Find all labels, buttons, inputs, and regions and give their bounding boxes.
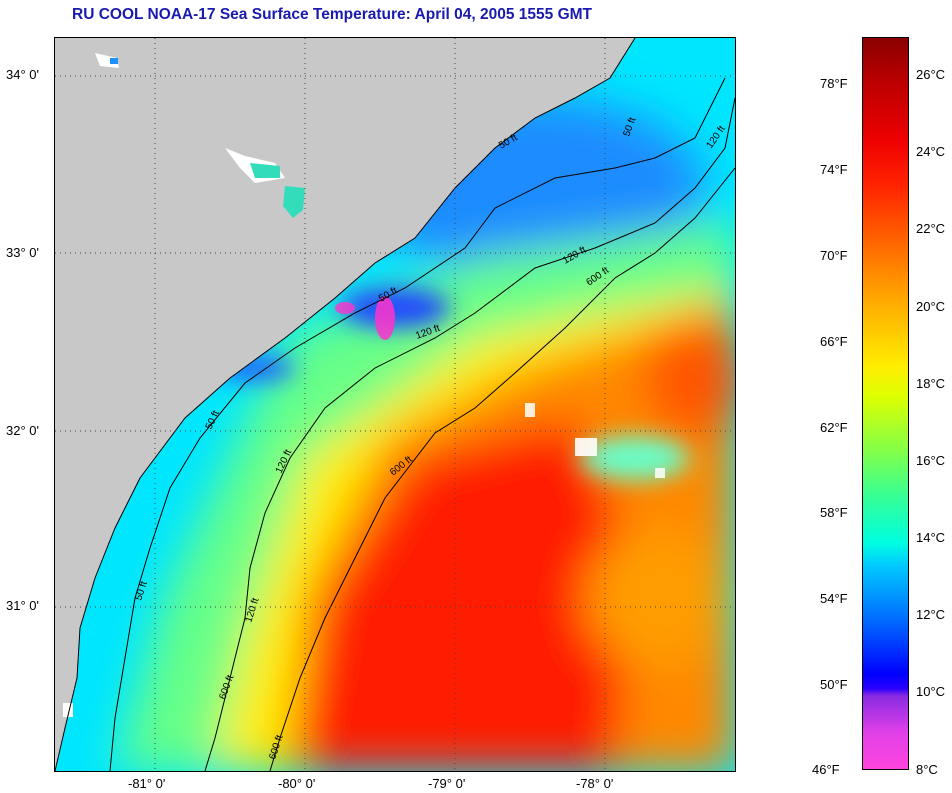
colorbar-celsius-label: 26°C — [916, 67, 946, 82]
colorbar-celsius-label: 10°C — [916, 684, 946, 699]
colorbar-fahrenheit-label: 62°F — [820, 420, 848, 435]
colorbar-fahrenheit-label: 78°F — [820, 76, 848, 91]
latitude-label: 32° 0' — [6, 423, 39, 438]
colorbar-celsius-label: 24°C — [916, 144, 946, 159]
sst-map: 50 ft 50 ft 50 ft 50 ft 50 ft 120 ft 120… — [54, 37, 736, 772]
land-clouds — [63, 53, 305, 717]
graticule — [55, 38, 735, 771]
colorbar-celsius-label: 8°C — [916, 762, 938, 777]
temperature-colorbar — [862, 37, 909, 770]
colorbar-celsius-label: 20°C — [916, 299, 946, 314]
longitude-label: -78° 0' — [576, 776, 614, 791]
colorbar-celsius-label: 16°C — [916, 453, 946, 468]
colorbar-fahrenheit-label: 58°F — [820, 505, 848, 520]
colorbar-celsius-label: 14°C — [916, 530, 946, 545]
latitude-label: 31° 0' — [6, 598, 39, 613]
colorbar-fahrenheit-label: 54°F — [820, 591, 848, 606]
latitude-label: 34° 0' — [6, 67, 39, 82]
longitude-label: -80° 0' — [278, 776, 316, 791]
colorbar-fahrenheit-label: 66°F — [820, 334, 848, 349]
coastline — [55, 38, 636, 771]
sst-map-canvas: 50 ft 50 ft 50 ft 50 ft 50 ft 120 ft 120… — [55, 38, 735, 771]
colorbar-fahrenheit-label: 50°F — [820, 677, 848, 692]
sea-surface — [55, 38, 735, 771]
longitude-label: -79° 0' — [428, 776, 466, 791]
colorbar-celsius-label: 22°C — [916, 221, 946, 236]
latitude-label: 33° 0' — [6, 245, 39, 260]
colorbar-fahrenheit-label: 74°F — [820, 162, 848, 177]
isobath-lines — [109, 77, 735, 771]
longitude-label: -81° 0' — [128, 776, 166, 791]
map-title: RU COOL NOAA-17 Sea Surface Temperature:… — [72, 6, 593, 23]
colorbar-fahrenheit-label: 46°F — [812, 762, 840, 777]
colorbar-fahrenheit-label: 70°F — [820, 248, 848, 263]
colorbar-celsius-label: 18°C — [916, 376, 946, 391]
colorbar-celsius-label: 12°C — [916, 607, 946, 622]
